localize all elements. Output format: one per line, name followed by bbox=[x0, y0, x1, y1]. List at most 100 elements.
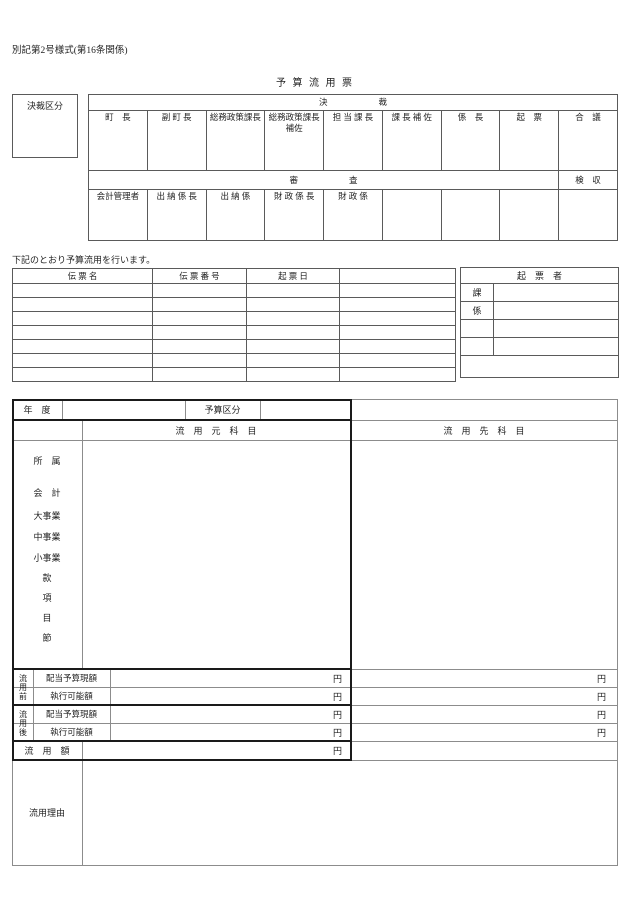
category-label-medium-project: 中事業 bbox=[33, 532, 61, 542]
slip-number-header: 伝 票 番 号 bbox=[152, 268, 247, 284]
slip-row bbox=[12, 297, 456, 312]
stamp-cell-empty bbox=[440, 189, 501, 241]
approval-stamp-table: 決 裁 町 長 副 町 長 総務政策課長 総務政策課長補佐 担 当 課 長 課 … bbox=[87, 94, 618, 241]
stamp-cell-drafter: 起 票 bbox=[499, 110, 560, 171]
stamp-cell-empty bbox=[381, 189, 442, 241]
intro-text: 下記のとおり予算流用を行います。 bbox=[12, 255, 156, 265]
issuer-header: 起 票 者 bbox=[459, 267, 620, 284]
issuer-subsection-field bbox=[492, 301, 620, 320]
category-label-small-project: 小事業 bbox=[33, 553, 61, 563]
before-diversion-label: 流用前 bbox=[18, 673, 28, 701]
diversion-amount-right-cell bbox=[350, 741, 618, 760]
slip-row bbox=[12, 339, 456, 354]
after-diversion-label: 流用後 bbox=[18, 709, 28, 737]
thick-border-line bbox=[12, 704, 352, 706]
grid-line bbox=[617, 399, 618, 866]
thick-border-line bbox=[12, 419, 352, 421]
stamp-cell-empty bbox=[499, 189, 560, 241]
category-label-account: 会 計 bbox=[33, 488, 61, 498]
slip-row bbox=[12, 325, 456, 340]
stamp-cell-cashier-chief: 出 納 係 長 bbox=[146, 189, 207, 241]
stamp-cell-cashier: 出 納 係 bbox=[205, 189, 266, 241]
grid-line bbox=[62, 399, 63, 420]
grid-line bbox=[82, 420, 83, 669]
issuer-empty-field bbox=[492, 319, 620, 338]
budget-class-label: 予算区分 bbox=[204, 405, 241, 415]
diversion-reason-field bbox=[82, 760, 618, 865]
grid-line bbox=[82, 741, 83, 865]
inspection-header-cell: 検 収 bbox=[558, 170, 618, 190]
stamp-cell-accounting-manager: 会計管理者 bbox=[88, 189, 148, 241]
stamp-cell-chief-assistant: 課 長 補 佐 bbox=[381, 110, 442, 171]
dest-executable-after-field: 円 bbox=[596, 727, 606, 738]
approval-classification-label: 決裁区分 bbox=[26, 101, 63, 111]
diversion-reason-label: 流用理由 bbox=[28, 808, 65, 818]
stamp-cell-general-affairs-assistant: 総務政策課長補佐 bbox=[264, 110, 325, 171]
form-id-label: 別記第2号様式(第16条関係) bbox=[12, 46, 128, 56]
slip-list-table: 伝 票 名 伝 票 番 号 起 票 日 bbox=[12, 268, 456, 382]
category-label-large-project: 大事業 bbox=[33, 511, 61, 521]
stamp-cell-finance: 財 政 係 bbox=[323, 189, 383, 241]
allocated-budget-label: 配当予算現額 bbox=[45, 673, 97, 683]
executable-amount-label: 執行可能額 bbox=[50, 727, 93, 737]
stamp-cell-deputy-mayor: 副 町 長 bbox=[146, 110, 207, 171]
dest-subject-area bbox=[350, 440, 618, 669]
source-allocated-before-field: 円 bbox=[332, 673, 342, 684]
thick-border-line bbox=[12, 399, 352, 401]
thick-border-line bbox=[350, 399, 352, 761]
issuer-section-label: 課 bbox=[460, 283, 494, 302]
thick-border-line bbox=[12, 399, 14, 761]
source-allocated-after-field: 円 bbox=[332, 709, 342, 720]
grid-line bbox=[260, 399, 261, 420]
diversion-amount-field: 円 bbox=[332, 746, 342, 756]
issuer-remarks-cell bbox=[459, 355, 620, 378]
page-title: 予 算 流 用 票 bbox=[276, 78, 354, 89]
issuer-subsection-label: 係 bbox=[460, 301, 494, 320]
issuer-section-field bbox=[492, 283, 620, 302]
grid-line bbox=[12, 723, 618, 724]
grid-line bbox=[12, 440, 618, 441]
thick-border-line bbox=[12, 759, 352, 761]
executable-amount-label: 執行可能額 bbox=[50, 691, 93, 701]
stamp-cell-general-affairs-chief: 総務政策課長 bbox=[205, 110, 266, 171]
slip-row bbox=[12, 353, 456, 368]
dest-executable-before-field: 円 bbox=[596, 691, 606, 702]
grid-line bbox=[12, 687, 618, 688]
allocated-budget-label: 配当予算現額 bbox=[45, 709, 97, 719]
slip-row bbox=[12, 311, 456, 326]
issuer-empty-label bbox=[460, 319, 494, 338]
dest-allocated-before-field: 円 bbox=[596, 673, 606, 684]
dest-subject-header: 流 用 先 科 目 bbox=[443, 425, 525, 436]
slip-name-header: 伝 票 名 bbox=[12, 268, 153, 284]
source-subject-area bbox=[82, 440, 350, 669]
slip-extra-header bbox=[339, 268, 456, 284]
category-label-section: 款 bbox=[42, 573, 52, 583]
approval-classification-box: 決裁区分 bbox=[12, 94, 78, 158]
category-label-item: 項 bbox=[42, 593, 52, 603]
fiscal-year-field bbox=[62, 399, 185, 420]
dest-allocated-after-field: 円 bbox=[596, 709, 606, 720]
grid-line bbox=[12, 865, 618, 866]
issuer-empty-field bbox=[492, 337, 620, 356]
main-diversion-table: 年 度 予算区分 流 用 元 科 目 流 用 先 科 目 所 属 会 計 大事業… bbox=[12, 399, 618, 866]
fiscal-year-label: 年 度 bbox=[23, 405, 51, 415]
thick-border-line bbox=[12, 740, 352, 742]
slip-date-header: 起 票 日 bbox=[246, 268, 340, 284]
stamp-cell-subsection-chief: 係 長 bbox=[440, 110, 501, 171]
source-executable-after-field: 円 bbox=[332, 727, 342, 738]
thick-border-line bbox=[12, 668, 352, 670]
source-executable-before-field: 円 bbox=[332, 691, 342, 702]
issuer-empty-label bbox=[460, 337, 494, 356]
stamp-cell-consultation: 合 議 bbox=[558, 110, 618, 171]
budget-class-field bbox=[260, 399, 350, 420]
audit-header-cell: 審 査 bbox=[87, 170, 560, 190]
stamp-cell-section-chief: 担 当 課 長 bbox=[323, 110, 383, 171]
category-label-node: 節 bbox=[42, 633, 52, 643]
decision-header-cell: 決 裁 bbox=[88, 94, 618, 111]
slip-row bbox=[12, 367, 456, 382]
stamp-cell-finance-chief: 財 政 係 長 bbox=[264, 189, 325, 241]
slip-row bbox=[12, 283, 456, 298]
category-label-subitem: 目 bbox=[42, 613, 52, 623]
grid-line bbox=[185, 399, 186, 420]
